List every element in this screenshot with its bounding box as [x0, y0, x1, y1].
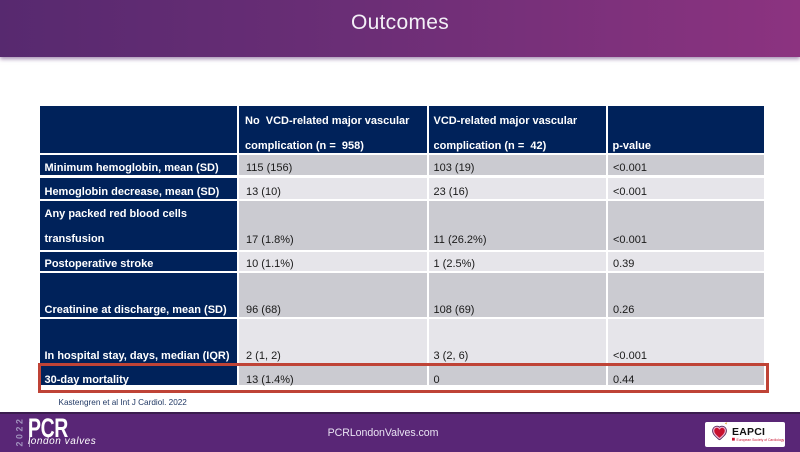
svg-text:European Society of Cardiology: European Society of Cardiology [736, 438, 784, 442]
svg-text:EAPCI: EAPCI [732, 426, 765, 438]
